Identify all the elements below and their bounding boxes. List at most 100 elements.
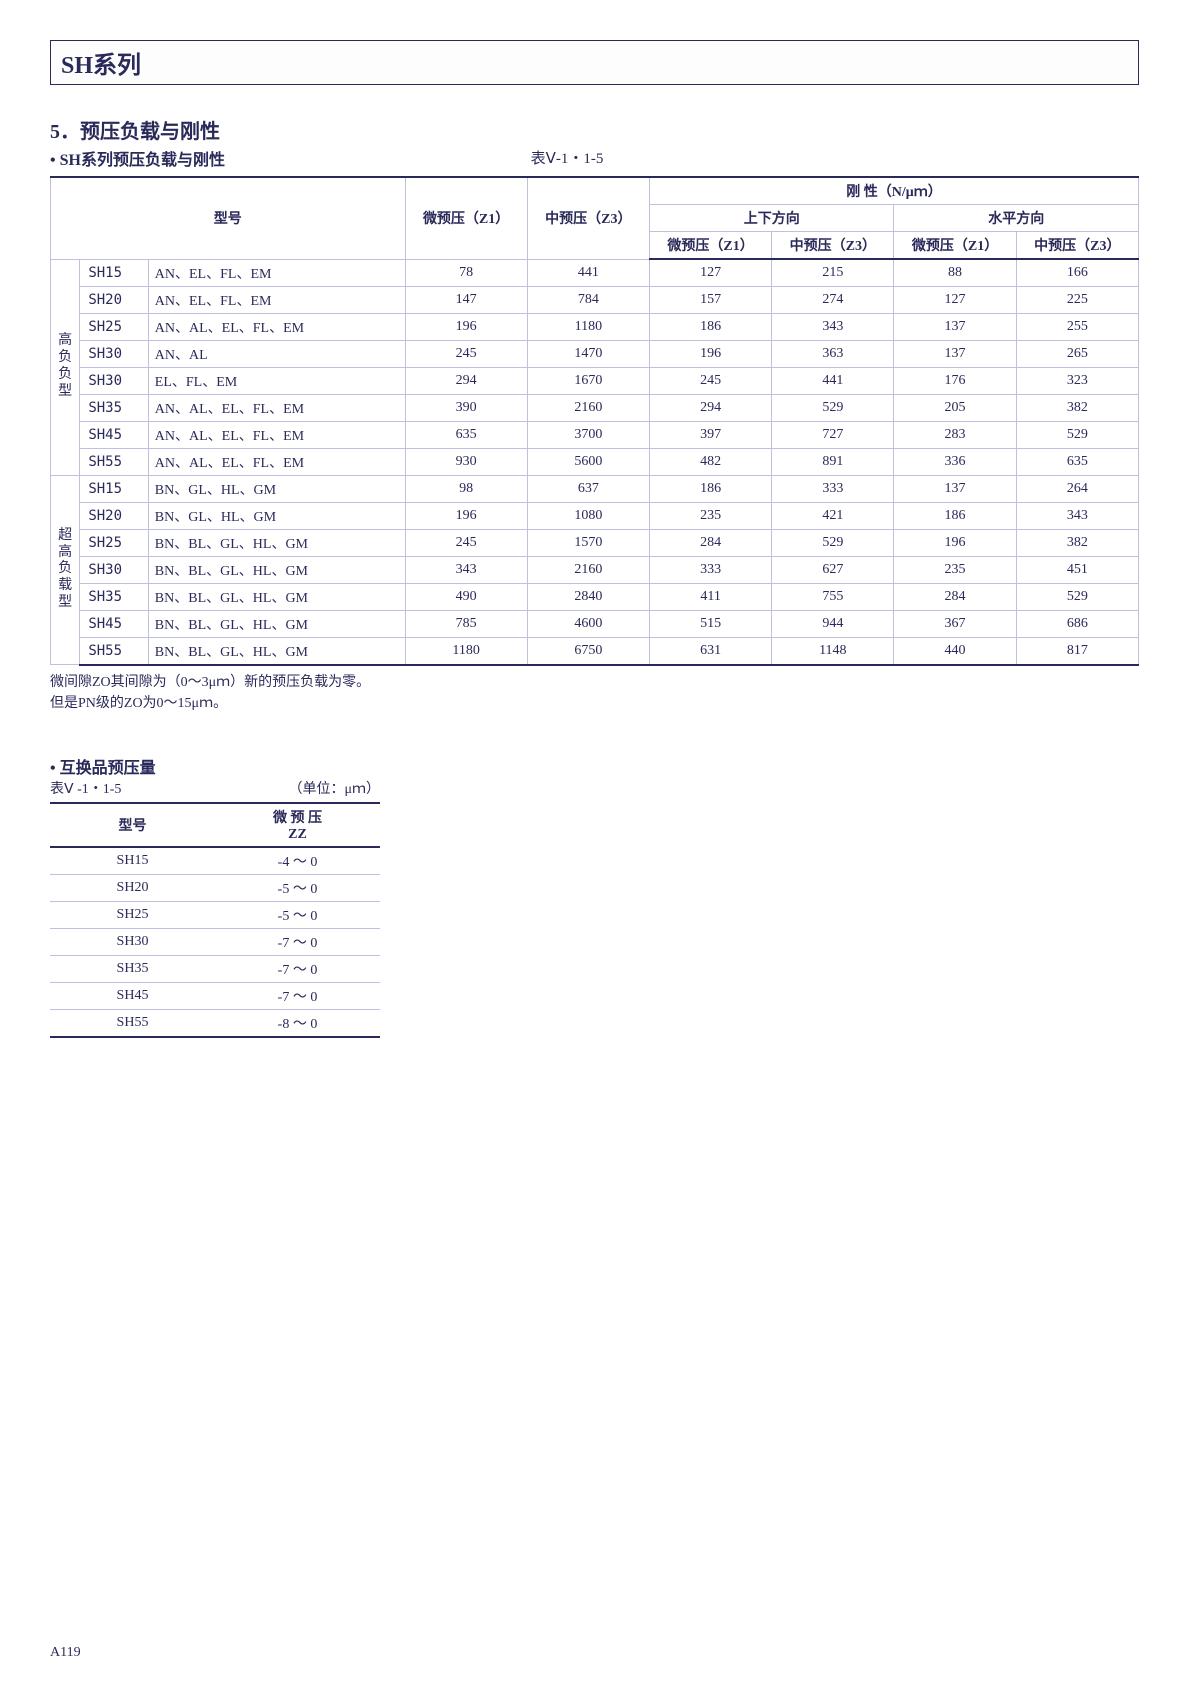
table-cell-value: 294 [649, 394, 771, 421]
table-cell-variants: AN、EL、FL、EM [148, 286, 405, 313]
table-cell-value: 1570 [527, 529, 649, 556]
th-model: 型号 [51, 177, 406, 259]
table-cell-value: 336 [894, 448, 1016, 475]
table2-caption-left: 表Ⅴ -1・1-5 [50, 778, 121, 798]
table-cell-value: -5 ～ 0 [215, 874, 380, 901]
table-cell-variants: BN、BL、GL、HL、GM [148, 610, 405, 637]
table-cell-value: 4600 [527, 610, 649, 637]
table-cell-code: SH15 [80, 259, 148, 286]
table-cell-value: 294 [405, 367, 527, 394]
table-cell-value: 529 [772, 394, 894, 421]
table-cell-value: 2840 [527, 583, 649, 610]
table-cell-value: 441 [527, 259, 649, 286]
table-cell-value: 215 [772, 259, 894, 286]
table-cell-variants: BN、GL、HL、GM [148, 502, 405, 529]
table-cell-code: SH30 [50, 928, 215, 955]
table-cell-value: 235 [649, 502, 771, 529]
table-cell-code: SH30 [80, 367, 148, 394]
table-cell-value: 635 [1016, 448, 1138, 475]
table1-caption: 表Ⅴ-1・1-5 [255, 147, 1139, 170]
table-row: SH45BN、BL、GL、HL、GM7854600515944367686 [51, 610, 1139, 637]
table-row: 高负负型SH15AN、EL、FL、EM7844112721588166 [51, 259, 1139, 286]
table-cell-value: 323 [1016, 367, 1138, 394]
section-number: 5．预压负载与刚性 [50, 115, 1139, 144]
th-z1c: 微预压（Z1） [894, 232, 1016, 260]
table-cell-value: 186 [649, 475, 771, 502]
table-cell-value: 441 [772, 367, 894, 394]
table-cell-value: 274 [772, 286, 894, 313]
table-cell-code: SH35 [50, 955, 215, 982]
page: SH系列 5．预压负载与刚性 • SH系列预压负载与刚性 表Ⅴ-1・1-5 型号… [0, 0, 1189, 1701]
table-row: SH55BN、BL、GL、HL、GM118067506311148440817 [51, 637, 1139, 665]
table-cell-value: 515 [649, 610, 771, 637]
table-cell-value: 127 [894, 286, 1016, 313]
table-row: SH55-8 ～ 0 [50, 1009, 380, 1037]
table-cell-code: SH20 [80, 502, 148, 529]
table-cell-variants: AN、AL、EL、FL、EM [148, 421, 405, 448]
table-cell-value: -7 ～ 0 [215, 955, 380, 982]
table-cell-variants: AN、AL、EL、FL、EM [148, 448, 405, 475]
table-cell-value: 891 [772, 448, 894, 475]
series-title: SH系列 [61, 53, 141, 79]
table-cell-value: 482 [649, 448, 771, 475]
table-cell-value: 397 [649, 421, 771, 448]
table-cell-variants: AN、AL、EL、FL、EM [148, 313, 405, 340]
table-cell-code: SH45 [80, 610, 148, 637]
table-cell-value: 137 [894, 313, 1016, 340]
table-cell-value: 88 [894, 259, 1016, 286]
table-cell-code: SH55 [80, 637, 148, 665]
table-cell-value: -8 ～ 0 [215, 1009, 380, 1037]
group-label-high-load: 高负负型 [51, 259, 80, 475]
table-cell-value: 157 [649, 286, 771, 313]
table-cell-code: SH25 [50, 901, 215, 928]
table-cell-value: 127 [649, 259, 771, 286]
table-cell-value: 930 [405, 448, 527, 475]
table-cell-value: 186 [649, 313, 771, 340]
th-z3c: 中预压（Z3） [1016, 232, 1138, 260]
series-title-box: SH系列 [50, 40, 1139, 85]
table-cell-code: SH20 [50, 874, 215, 901]
table-cell-value: 2160 [527, 394, 649, 421]
table-cell-value: 529 [772, 529, 894, 556]
th-horiz: 水平方向 [894, 205, 1139, 232]
table-cell-value: 727 [772, 421, 894, 448]
preload-rigidity-table: 型号 微预压（Z1） 中预压（Z3） 刚 性（N/μｍ） 上下方向 水平方向 微… [50, 176, 1139, 666]
table-cell-value: 78 [405, 259, 527, 286]
table-cell-value: 255 [1016, 313, 1138, 340]
table-cell-value: 1670 [527, 367, 649, 394]
table-cell-value: -5 ～ 0 [215, 901, 380, 928]
table-row: SH25-5 ～ 0 [50, 901, 380, 928]
table-cell-value: 283 [894, 421, 1016, 448]
table-cell-value: 440 [894, 637, 1016, 665]
table-row: SH45AN、AL、EL、FL、EM6353700397727283529 [51, 421, 1139, 448]
table-cell-value: 785 [405, 610, 527, 637]
th-rigidity: 刚 性（N/μｍ） [649, 177, 1138, 205]
table-cell-variants: AN、AL [148, 340, 405, 367]
table-cell-variants: EL、FL、EM [148, 367, 405, 394]
table-cell-value: 235 [894, 556, 1016, 583]
table-row: SH25BN、BL、GL、HL、GM2451570284529196382 [51, 529, 1139, 556]
table-cell-value: 147 [405, 286, 527, 313]
table-cell-code: SH45 [80, 421, 148, 448]
table-cell-code: SH55 [50, 1009, 215, 1037]
table-row: SH30AN、AL2451470196363137265 [51, 340, 1139, 367]
table-cell-value: 529 [1016, 421, 1138, 448]
table-cell-value: 284 [649, 529, 771, 556]
table-cell-value: 196 [405, 502, 527, 529]
table-cell-value: 98 [405, 475, 527, 502]
table-cell-value: 265 [1016, 340, 1138, 367]
table-cell-value: 343 [1016, 502, 1138, 529]
table-cell-value: 1080 [527, 502, 649, 529]
table-cell-value: 245 [649, 367, 771, 394]
th-z1a: 微预压（Z1） [405, 177, 527, 259]
table-cell-value: 196 [405, 313, 527, 340]
table-cell-variants: AN、AL、EL、FL、EM [148, 394, 405, 421]
table-cell-value: 817 [1016, 637, 1138, 665]
table-cell-value: 944 [772, 610, 894, 637]
table-cell-value: 343 [405, 556, 527, 583]
table-cell-code: SH25 [80, 529, 148, 556]
table-cell-value: 421 [772, 502, 894, 529]
table-cell-value: -7 ～ 0 [215, 928, 380, 955]
table-cell-value: 490 [405, 583, 527, 610]
table-cell-value: 1180 [527, 313, 649, 340]
